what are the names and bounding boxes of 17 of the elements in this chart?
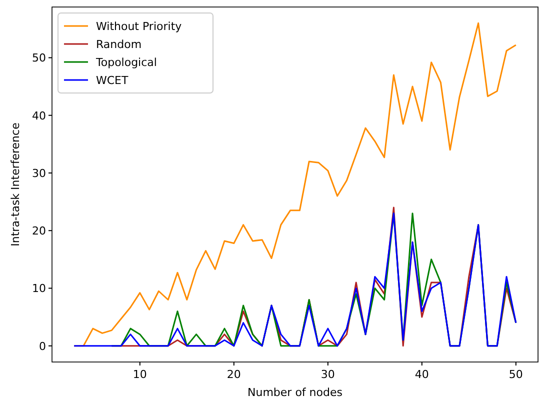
- x-axis-title: Number of nodes: [248, 386, 343, 399]
- legend-label: Random: [96, 38, 142, 51]
- y-tick-label: 40: [32, 109, 46, 122]
- y-tick-label: 20: [32, 224, 46, 238]
- x-tick-label: 20: [226, 368, 241, 381]
- y-tick-label: 50: [32, 52, 46, 65]
- y-axis-title: Intra-task Interference: [9, 122, 22, 246]
- x-tick-label: 40: [414, 368, 429, 381]
- legend-label: Topological: [95, 56, 157, 69]
- legend-label: WCET: [96, 74, 129, 87]
- y-tick-label: 10: [32, 282, 46, 296]
- y-tick-label: 30: [32, 166, 46, 180]
- legend-label: Without Priority: [96, 20, 182, 33]
- x-tick-label: 10: [132, 368, 147, 381]
- y-tick-label: 0: [39, 340, 46, 353]
- x-tick-label: 30: [320, 368, 335, 381]
- x-tick-label: 50: [508, 368, 523, 381]
